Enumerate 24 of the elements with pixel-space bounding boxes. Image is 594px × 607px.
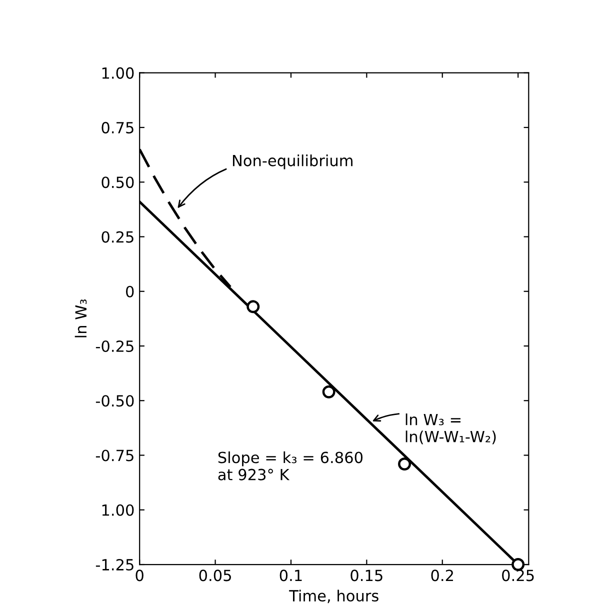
x-tick-label: 0.25 [502,570,534,582]
y-tick-label: -0.50 [96,395,134,407]
x-axis-title: Time, hours [289,590,378,604]
y-tick-label: -0.25 [96,340,134,352]
y-tick-label: -0.75 [96,450,134,462]
x-tick-label: 0.15 [350,570,382,582]
point [322,385,336,398]
x-tick-label: 0.2 [431,570,453,582]
annotation: Non-equilibrium [232,154,352,170]
annotation: Slope = k₃ = 6.860 at 923° K [218,451,363,480]
y-tick-label: 0.25 [102,231,134,243]
y-tick-label: -1.25 [96,558,134,571]
annotation: ln W₃ = ln(W-W₁-W₂) [406,413,496,444]
y-tick-label: 0.50 [102,176,134,188]
y-tick-label: 1.00 [102,504,134,516]
point [398,458,412,470]
x-tick-label: 0.1 [280,570,302,582]
x-tick-label: 0.05 [199,570,231,582]
y-axis-title: ln W₃ [74,299,87,338]
point [246,300,260,314]
y-tick-label: 0.75 [102,122,134,134]
x-tick-label: 0 [136,570,144,582]
y-tick-label: 0 [126,286,134,298]
y-tick-label: 1.00 [102,67,134,79]
